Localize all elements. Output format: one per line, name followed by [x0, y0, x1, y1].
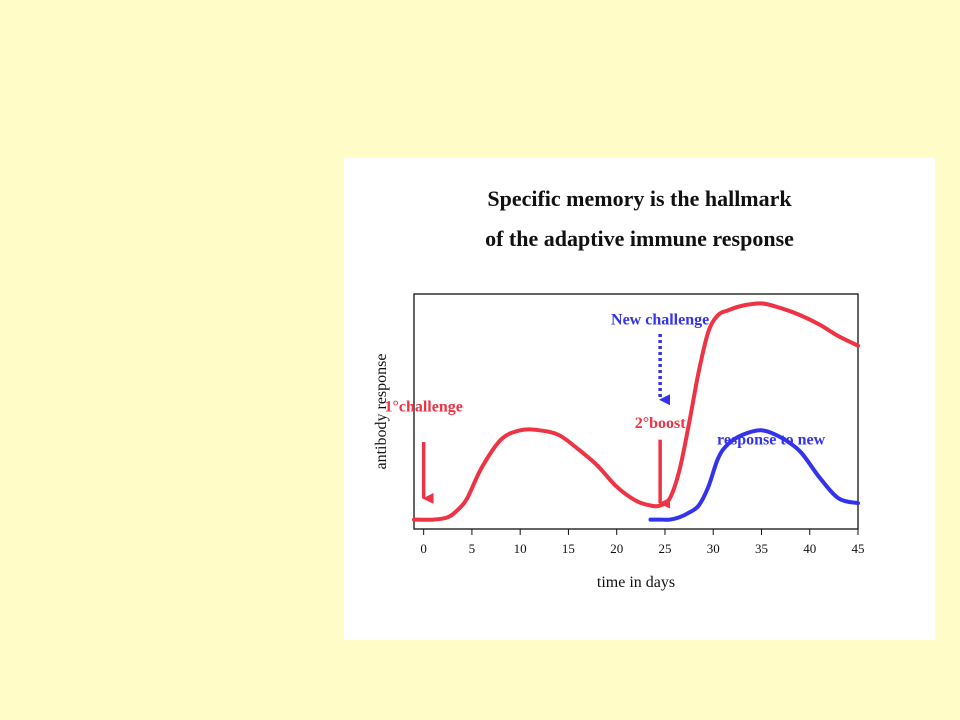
- chart-title: Specific memory is the hallmark: [487, 186, 792, 211]
- x-tick-label: 25: [658, 541, 671, 556]
- x-axis-label: time in days: [597, 574, 675, 591]
- x-tick-label: 10: [514, 541, 527, 556]
- chart-subtitle: of the adaptive immune response: [485, 226, 794, 251]
- x-tick-label: 45: [852, 541, 865, 556]
- y-axis-label: antibody response: [373, 354, 390, 470]
- x-tick-label: 0: [420, 541, 427, 556]
- annotation-label-3: response to new: [717, 431, 826, 448]
- annotation-label-2: New challenge: [611, 312, 709, 329]
- x-tick-label: 15: [562, 541, 575, 556]
- series-line-response_to_new: [648, 428, 860, 522]
- x-tick-label: 40: [803, 541, 816, 556]
- x-tick-label: 35: [755, 541, 768, 556]
- x-tick-label: 30: [707, 541, 720, 556]
- chart-svg: 0 5 10 15 20 25 30 35 40 45 time in days antibody r…: [373, 293, 865, 591]
- annotation-label-1: 2°boost: [635, 415, 687, 432]
- chart-panel: Specific memory is the hallmark of the a…: [344, 158, 935, 640]
- series-line-primary_and_boost: [412, 301, 860, 522]
- x-tick-label: 20: [610, 541, 623, 556]
- annotation-label-0: 1°challenge: [384, 399, 462, 416]
- x-tick-label: 5: [469, 541, 476, 556]
- plot-frame: [413, 293, 859, 530]
